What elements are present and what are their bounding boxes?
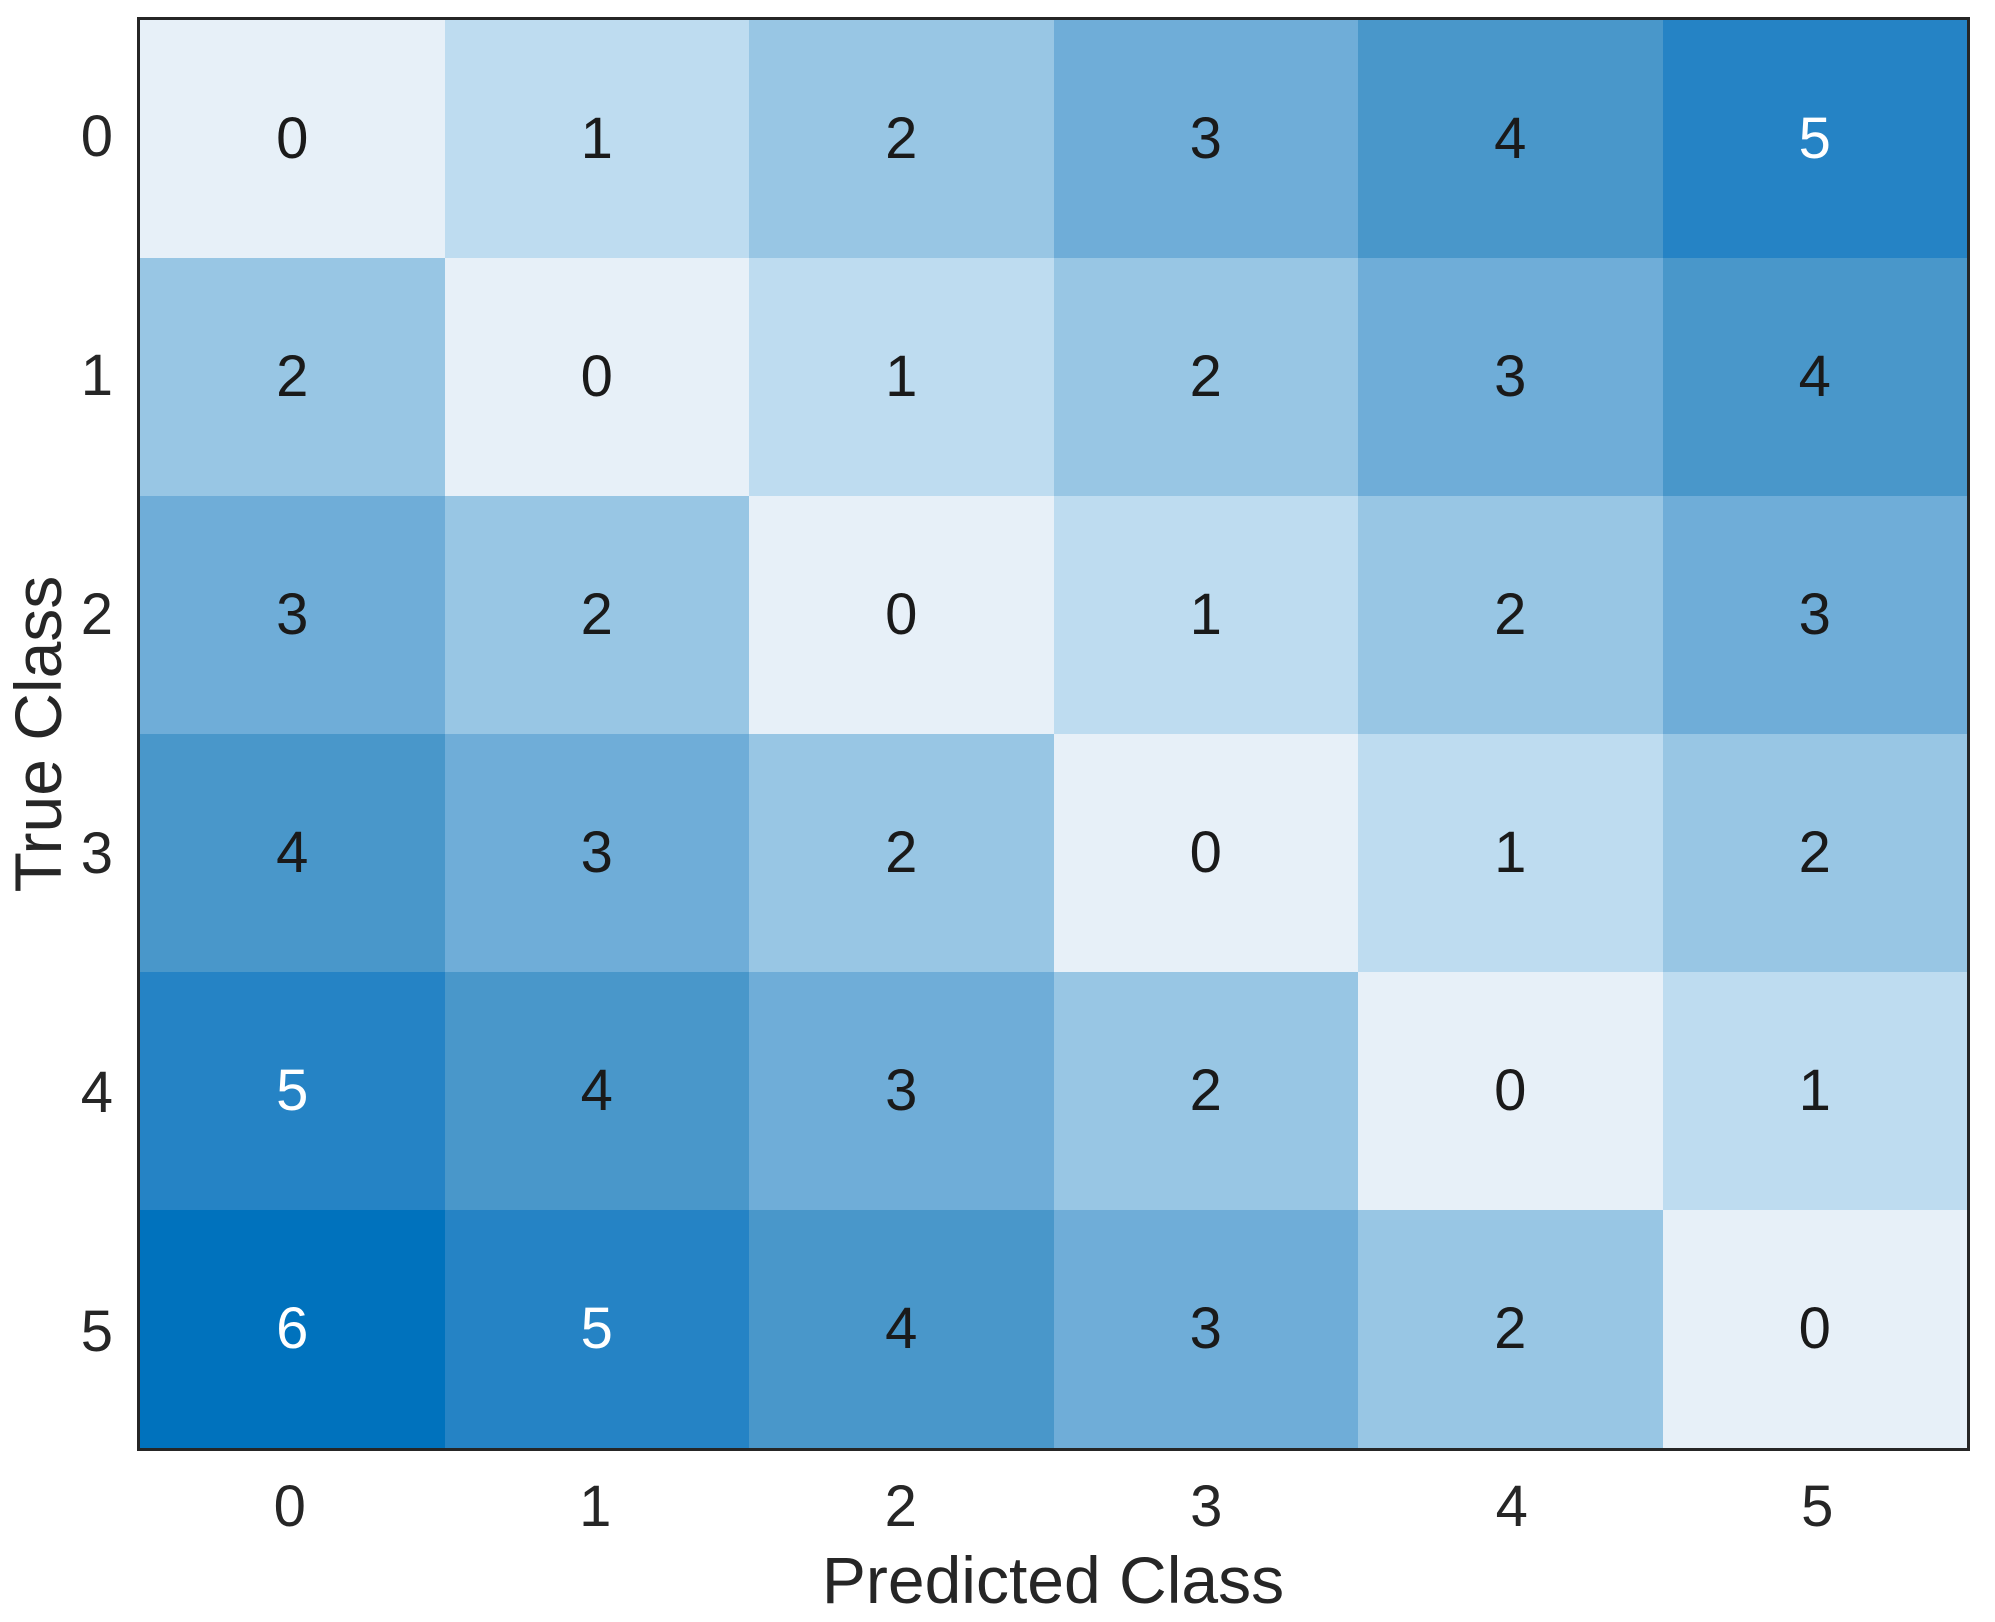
heatmap-cell-r3c3: 0	[1053, 734, 1358, 972]
cell-value: 1	[580, 106, 613, 171]
heatmap-cell-r2c0: 3	[140, 496, 445, 734]
cell-value: 3	[1189, 106, 1222, 171]
heatmap-cell-r4c0: 5	[140, 972, 445, 1210]
cell-value: 2	[1494, 1296, 1527, 1361]
heatmap-cell-r3c0: 4	[140, 734, 445, 972]
heatmap-plot-area: 0 1 2 3 4 5 2 0 1 2 3 4 3 2 0 1 2 3 4 3 2 0 1 2 5 4 3 2 0 1 6 5 4 3 2 0	[137, 17, 1970, 1451]
y-axis-label: True Class	[1, 575, 75, 893]
y-tick-label-0: 0	[80, 104, 113, 169]
cell-value: 0	[276, 106, 309, 171]
heatmap-cell-r0c5: 5	[1662, 20, 1967, 258]
cell-value: 2	[580, 582, 613, 647]
heatmap-cell-r0c3: 3	[1053, 20, 1358, 258]
cell-value: 1	[885, 344, 918, 409]
heatmap-cell-r1c4: 3	[1358, 258, 1663, 496]
x-tick-label-2: 2	[884, 1473, 917, 1539]
heatmap-cell-r1c2: 1	[749, 258, 1054, 496]
cell-value: 3	[1494, 344, 1527, 409]
cell-value: 1	[1798, 1058, 1831, 1123]
heatmap-cell-r3c4: 1	[1358, 734, 1663, 972]
cell-value: 4	[1798, 344, 1831, 409]
cell-value: 2	[885, 820, 918, 885]
cell-value: 6	[276, 1296, 309, 1361]
heatmap-cell-r5c0: 6	[140, 1210, 445, 1448]
cell-value: 3	[1189, 1296, 1222, 1361]
heatmap-cell-r3c1: 3	[444, 734, 749, 972]
x-tick-label-1: 1	[579, 1473, 612, 1539]
heatmap-cell-r0c4: 4	[1358, 20, 1663, 258]
heatmap-cell-r1c3: 2	[1053, 258, 1358, 496]
cell-value: 3	[885, 1058, 918, 1123]
heatmap-cell-r2c5: 3	[1662, 496, 1967, 734]
y-tick-label-3: 3	[80, 821, 113, 886]
heatmap-cell-r5c3: 3	[1053, 1210, 1358, 1448]
heatmap-cell-r3c5: 2	[1662, 734, 1967, 972]
heatmap-cell-r4c1: 4	[444, 972, 749, 1210]
x-tick-label-4: 4	[1495, 1473, 1528, 1539]
cell-value: 2	[885, 106, 918, 171]
cell-value: 4	[1494, 106, 1527, 171]
y-tick-label-1: 1	[80, 343, 113, 408]
cell-value: 0	[1494, 1058, 1527, 1123]
x-tick-label-0: 0	[273, 1473, 306, 1539]
heatmap-cell-r0c1: 1	[444, 20, 749, 258]
cell-value: 4	[276, 820, 309, 885]
heatmap-cell-r1c0: 2	[140, 258, 445, 496]
cell-value: 2	[1798, 820, 1831, 885]
x-tick-label-3: 3	[1190, 1473, 1223, 1539]
cell-value: 0	[885, 582, 918, 647]
heatmap-cell-r0c0: 0	[140, 20, 445, 258]
heatmap-cell-r5c4: 2	[1358, 1210, 1663, 1448]
cell-value: 2	[276, 344, 309, 409]
cell-value: 0	[1189, 820, 1222, 885]
y-tick-label-4: 4	[80, 1060, 113, 1125]
heatmap-cell-r1c1: 0	[444, 258, 749, 496]
x-axis-label: Predicted Class	[821, 1543, 1285, 1617]
heatmap-cell-r2c2: 0	[749, 496, 1054, 734]
heatmap-cell-r4c4: 0	[1358, 972, 1663, 1210]
heatmap-cell-r5c2: 4	[749, 1210, 1054, 1448]
cell-value: 2	[1189, 1058, 1222, 1123]
heatmap-cell-r4c2: 3	[749, 972, 1054, 1210]
cell-value: 2	[1189, 344, 1222, 409]
cell-value: 1	[1494, 820, 1527, 885]
cell-value: 0	[580, 344, 613, 409]
heatmap-cell-r2c3: 1	[1053, 496, 1358, 734]
x-tick-label-5: 5	[1801, 1473, 1834, 1539]
cell-value: 2	[1494, 582, 1527, 647]
heatmap-cell-r2c1: 2	[444, 496, 749, 734]
heatmap-cell-r5c1: 5	[444, 1210, 749, 1448]
heatmap-cell-r5c5: 0	[1662, 1210, 1967, 1448]
heatmap-cell-r4c5: 1	[1662, 972, 1967, 1210]
cell-value: 5	[276, 1058, 309, 1123]
cell-value: 0	[1798, 1296, 1831, 1361]
cell-value: 3	[580, 820, 613, 885]
heatmap-cell-r1c5: 4	[1662, 258, 1967, 496]
heatmap-cell-r2c4: 2	[1358, 496, 1663, 734]
cell-value: 1	[1189, 582, 1222, 647]
cell-value: 3	[1798, 582, 1831, 647]
cell-value: 5	[580, 1296, 613, 1361]
y-tick-label-2: 2	[80, 582, 113, 647]
heatmap-cell-r4c3: 2	[1053, 972, 1358, 1210]
cell-value: 3	[276, 582, 309, 647]
cell-value: 4	[580, 1058, 613, 1123]
cell-value: 4	[885, 1296, 918, 1361]
heatmap-cell-r3c2: 2	[749, 734, 1054, 972]
heatmap-cell-r0c2: 2	[749, 20, 1054, 258]
y-tick-label-5: 5	[80, 1299, 113, 1364]
cell-value: 5	[1798, 106, 1831, 171]
